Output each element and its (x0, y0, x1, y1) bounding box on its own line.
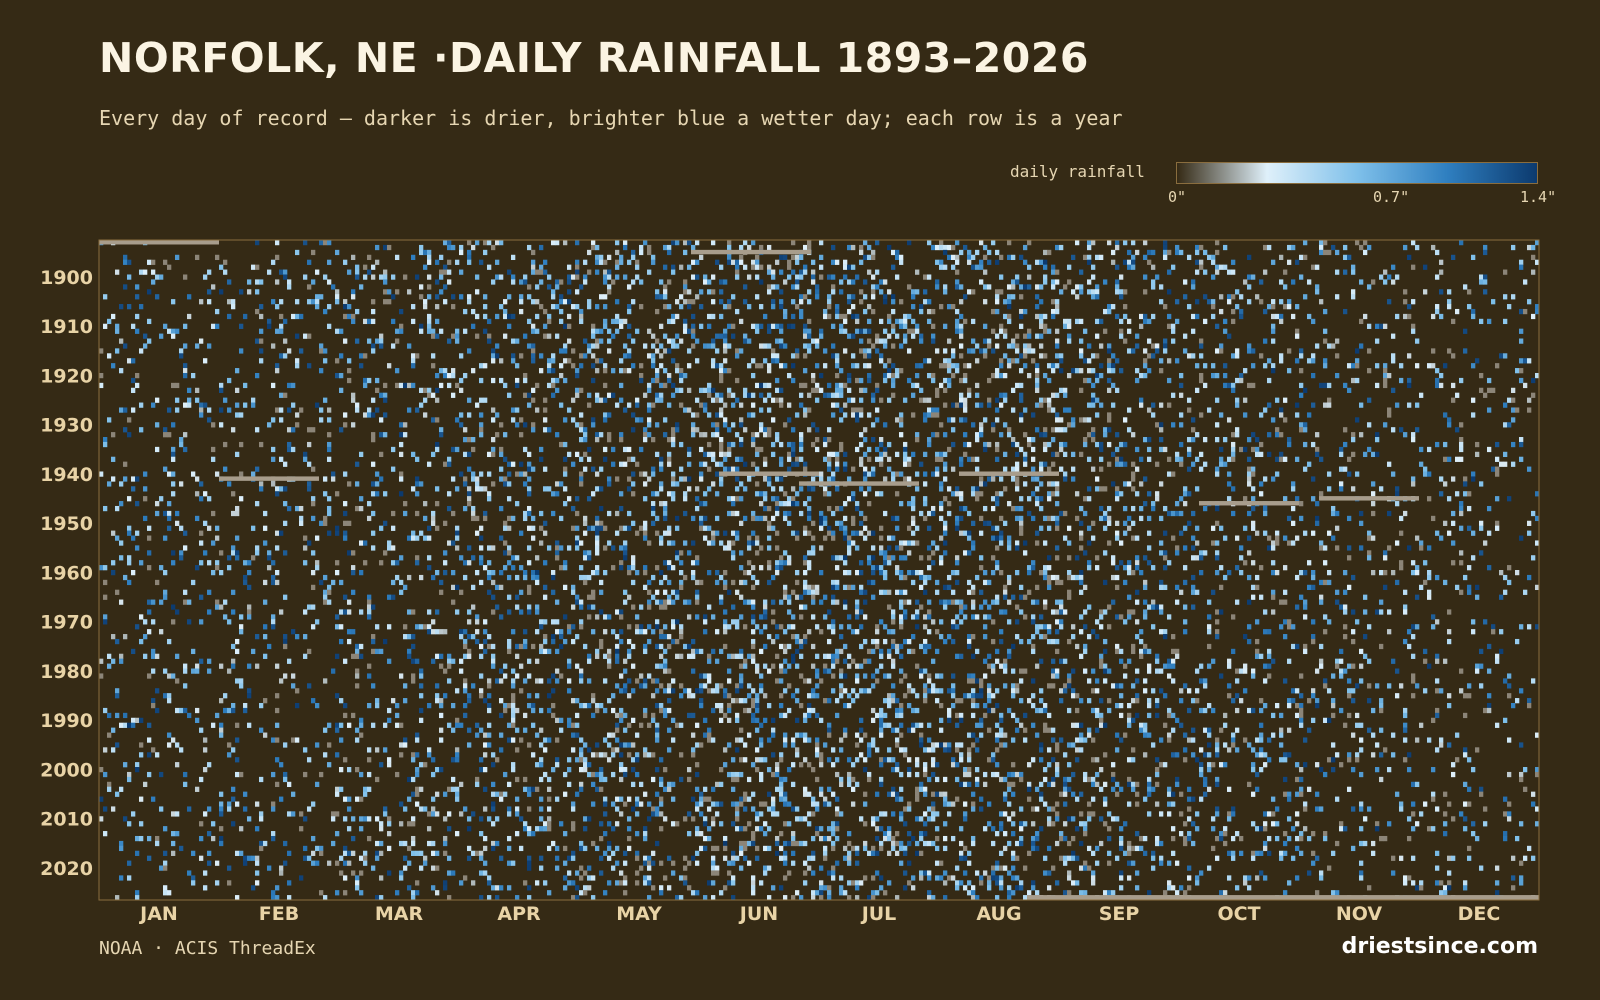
y-tick-label: 1900 (40, 267, 93, 289)
x-tick-label: JUN (738, 903, 778, 925)
y-tick-label: 1970 (40, 612, 93, 634)
x-tick-label: OCT (1217, 903, 1260, 925)
x-tick-label: DEC (1458, 903, 1501, 925)
y-tick-label: 1950 (40, 513, 93, 535)
x-tick-label: AUG (976, 903, 1021, 925)
y-tick-label: 1960 (40, 562, 93, 584)
x-tick-label: JUL (860, 903, 897, 925)
x-tick-label: APR (497, 903, 541, 925)
y-tick-label: 2010 (40, 809, 93, 831)
heatmap-cells (99, 240, 1540, 901)
chart-subtitle: Every day of record — darker is drier, b… (99, 106, 1123, 130)
legend-label: daily rainfall (1010, 162, 1145, 181)
x-tick-label: SEP (1099, 903, 1140, 925)
plot-frame (98, 239, 1540, 901)
x-axis-ticks: JAN FEB MAR APR MAY JUN JUL AUG SEP OCT NOV DEC (138, 903, 1500, 925)
legend-tick-min: 0" (1168, 188, 1187, 206)
x-tick-label: MAY (616, 903, 662, 925)
x-tick-label: JAN (138, 903, 178, 925)
color-scale-bar (1176, 162, 1538, 184)
legend-tick-max: 1.4" (1520, 188, 1557, 206)
y-tick-label: 1980 (40, 661, 93, 683)
y-tick-label: 1920 (40, 365, 93, 387)
y-tick-label: 1940 (40, 464, 93, 486)
x-tick-label: MAR (375, 903, 424, 925)
y-tick-label: 1930 (40, 415, 93, 437)
y-tick-label: 2020 (40, 858, 93, 880)
legend-tick-mid: 0.7" (1373, 188, 1410, 206)
y-tick-label: 1910 (40, 316, 93, 338)
y-tick-label: 2000 (40, 759, 93, 781)
chart-title: NORFOLK, NE ·DAILY RAINFALL 1893–2026 (99, 34, 1089, 82)
y-tick-label: 1990 (40, 710, 93, 732)
x-tick-label: FEB (259, 903, 299, 925)
brand-logo-text: driestsince.com (1341, 934, 1538, 959)
y-axis-ticks: 1900 1910 1920 1930 1940 1950 1960 1970 1980 1990… (40, 267, 93, 880)
x-tick-label: NOV (1336, 903, 1383, 925)
source-credit: NOAA · ACIS ThreadEx (99, 938, 316, 959)
